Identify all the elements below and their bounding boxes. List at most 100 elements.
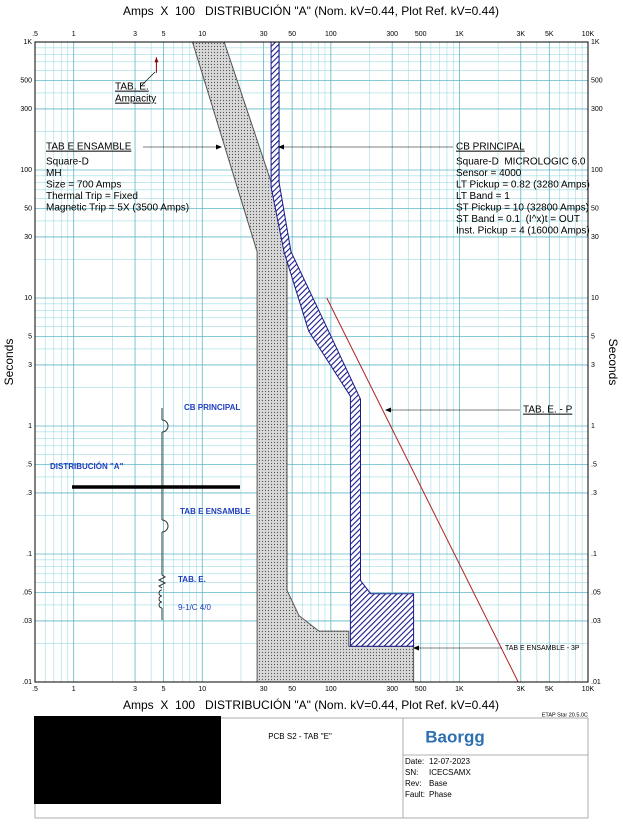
y-tick-label: 30 — [24, 234, 32, 241]
annotation: ST Pickup = 10 (32800 Amps) — [456, 203, 589, 214]
field-value: 12-07-2023 — [429, 757, 470, 766]
logo: Baorgg — [425, 727, 485, 746]
y-tick-label: .05 — [22, 589, 32, 596]
x-tick-label: 1K — [455, 31, 464, 38]
y-tick-label: 100 — [591, 167, 603, 174]
curve-band — [270, 41, 415, 647]
x-tick-label: 5 — [162, 31, 166, 38]
x-tick-label: 3 — [133, 31, 137, 38]
y-tick-label: .5 — [591, 461, 597, 468]
redacted — [34, 716, 221, 804]
annotation: ST Band = 0.1 (I^x)t = OUT — [456, 214, 580, 225]
arrow-head — [385, 407, 391, 413]
leader — [139, 71, 156, 88]
y-tick-label: 100 — [20, 167, 32, 174]
inductor-symbol — [158, 589, 163, 609]
top-title: Amps X 100 DISTRIBUCIÓN "A" (Nom. kV=0.4… — [123, 3, 499, 18]
x-tick-label: 3K — [516, 686, 525, 693]
annotation: Square-D MICROLOGIC 6.0 — [456, 157, 586, 168]
y-tick-label: .1 — [26, 551, 32, 558]
x-tick-label: 50 — [288, 686, 296, 693]
annotation: LT Pickup = 0.82 (3280 Amps) — [456, 180, 590, 191]
x-tick-label: 5K — [545, 31, 554, 38]
x-tick-label: 100 — [325, 31, 337, 38]
y-tick-label: 1 — [28, 423, 32, 430]
x-tick-label: 1 — [72, 686, 76, 693]
label: 9-1/C 4/0 — [178, 603, 211, 612]
y-tick-label: 10 — [24, 295, 32, 302]
y-tick-label: .01 — [591, 679, 601, 686]
y-tick-label: 30 — [591, 234, 599, 241]
y-tick-label: .1 — [591, 551, 597, 558]
arrow-head — [154, 57, 159, 63]
project: PCB S2 - TAB "E" — [268, 732, 332, 741]
y-tick-label: 3 — [591, 362, 595, 369]
field-value: ICECSAMX — [429, 768, 471, 777]
y-tick-label: 50 — [24, 205, 32, 212]
x-tick-label: 30 — [260, 686, 268, 693]
y-tick-label: .05 — [591, 589, 601, 596]
annotation: MH — [46, 168, 62, 179]
y-tick-label: 500 — [20, 77, 32, 84]
y-tick-label: 1K — [591, 39, 600, 46]
y-axis-label-right: Seconds — [606, 339, 620, 386]
field-value: Phase — [429, 790, 452, 799]
annotation: TAB E ENSAMBLE — [46, 142, 132, 153]
y-tick-label: 5 — [591, 333, 595, 340]
y-tick-label: 500 — [591, 77, 603, 84]
arrow-head — [413, 645, 419, 651]
bottom-title: Amps X 100 DISTRIBUCIÓN "A" (Nom. kV=0.4… — [123, 697, 499, 712]
x-tick-label: 3K — [516, 31, 525, 38]
x-tick-label: .5 — [32, 31, 38, 38]
y-tick-label: .3 — [591, 490, 597, 497]
annotation: TAB. E. — [115, 82, 149, 93]
x-tick-label: 500 — [415, 31, 427, 38]
y-tick-label: .03 — [22, 618, 32, 625]
y-tick-label: .01 — [22, 679, 32, 686]
label: TAB. E. — [178, 575, 206, 584]
y-tick-label: 50 — [591, 205, 599, 212]
x-tick-label: .5 — [32, 686, 38, 693]
x-tick-label: 1 — [72, 31, 76, 38]
label: CB PRINCIPAL — [184, 403, 240, 412]
one-line-diagram — [157, 408, 169, 620]
field-label: SN: — [405, 768, 418, 777]
field-value: Base — [429, 779, 448, 788]
x-tick-label: 5K — [545, 686, 554, 693]
annotation: TAB E ENSAMBLE - 3P — [505, 645, 580, 652]
annotation: Ampacity — [115, 94, 156, 105]
y-tick-label: .03 — [591, 618, 601, 625]
y-tick-label: 1 — [591, 423, 595, 430]
y-axis-label: Seconds — [2, 339, 16, 386]
x-tick-label: 10 — [198, 686, 206, 693]
annotation: Size = 700 Amps — [46, 180, 121, 191]
field-label: Rev: — [405, 779, 421, 788]
field-label: Fault: — [405, 790, 425, 799]
y-tick-label: 5 — [28, 333, 32, 340]
plot-frame — [34, 41, 589, 683]
x-tick-label: 500 — [415, 686, 427, 693]
y-tick-label: 300 — [591, 106, 603, 113]
version: ETAP Star 20.5.0C — [542, 712, 588, 718]
y-tick-label: 3 — [28, 362, 32, 369]
x-tick-label: 3 — [133, 686, 137, 693]
x-tick-label: 30 — [260, 31, 268, 38]
y-tick-label: 300 — [20, 106, 32, 113]
plot-area — [35, 42, 588, 682]
x-tick-label: 10K — [582, 686, 595, 693]
y-tick-label: 1K — [23, 39, 32, 46]
x-tick-label: 50 — [288, 31, 296, 38]
y-tick-label: .3 — [26, 490, 32, 497]
annotation: LT Band = 1 — [456, 191, 510, 202]
x-tick-label: 5 — [162, 686, 166, 693]
label: TAB E ENSAMBLE — [180, 507, 251, 516]
annotation: Inst. Pickup = 4 (16000 Amps) — [456, 226, 590, 237]
annotation: TAB. E. - P — [523, 405, 573, 416]
annotation: Square-D — [46, 157, 89, 168]
y-tick-label: .5 — [26, 461, 32, 468]
x-tick-label: 1K — [455, 686, 464, 693]
y-tick-label: 10 — [591, 295, 599, 302]
curve-line — [326, 297, 519, 683]
breaker-symbol — [161, 419, 169, 433]
x-tick-label: 100 — [325, 686, 337, 693]
